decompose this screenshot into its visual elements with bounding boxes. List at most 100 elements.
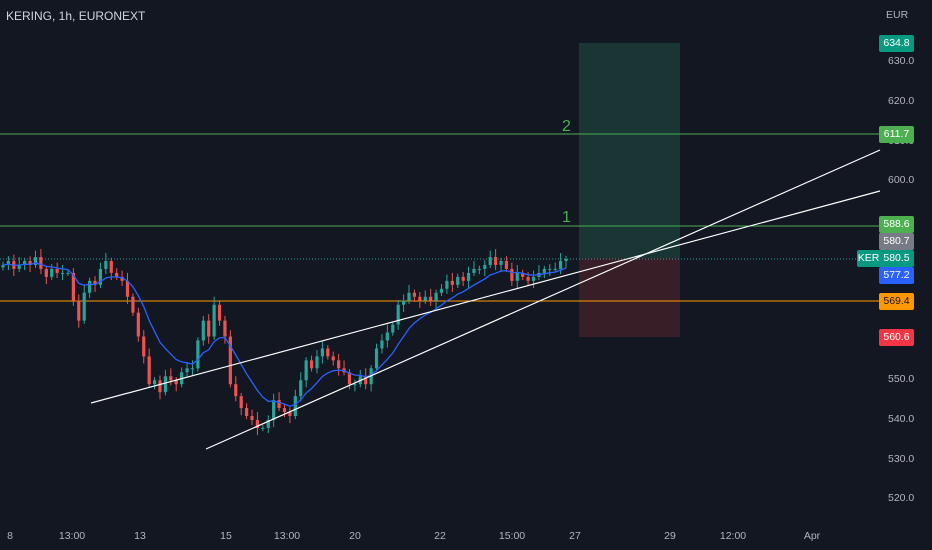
candle-body[interactable] <box>60 272 65 274</box>
candle-body[interactable] <box>77 300 81 321</box>
candle-body[interactable] <box>337 360 341 369</box>
candle-body[interactable] <box>44 268 48 277</box>
candle-body[interactable] <box>320 348 324 357</box>
candle-body[interactable] <box>477 268 481 270</box>
candle-body[interactable] <box>531 276 536 281</box>
candle-body[interactable] <box>494 257 498 265</box>
symbol-title[interactable]: KERING, 1h, EURONEXT <box>6 9 146 23</box>
candle-body[interactable] <box>526 276 530 281</box>
candle-body[interactable] <box>353 384 357 386</box>
candle-body[interactable] <box>212 304 216 337</box>
currency-label[interactable]: EUR <box>886 9 909 21</box>
candle-body[interactable] <box>564 259 568 261</box>
candle-body[interactable] <box>6 260 11 265</box>
candle-body[interactable] <box>185 368 189 373</box>
candle-body[interactable] <box>217 304 222 321</box>
candle-body[interactable] <box>23 260 27 265</box>
candle-body[interactable] <box>125 280 130 297</box>
candle-body[interactable] <box>88 280 92 293</box>
candle-body[interactable] <box>315 356 319 369</box>
candle-body[interactable] <box>558 260 563 269</box>
candle-body[interactable] <box>429 296 433 301</box>
candle-body[interactable] <box>456 276 460 285</box>
candle-body[interactable] <box>109 260 113 273</box>
candle-body[interactable] <box>142 336 146 357</box>
candle-body[interactable] <box>483 264 487 269</box>
candle-body[interactable] <box>174 380 178 385</box>
candle-body[interactable] <box>553 268 557 270</box>
candle-body[interactable] <box>472 268 476 273</box>
candle-body[interactable] <box>1 264 5 268</box>
candle-body[interactable] <box>245 408 249 417</box>
candle-body[interactable] <box>17 264 21 269</box>
candle-body[interactable] <box>326 348 330 357</box>
candle-body[interactable] <box>33 257 38 265</box>
candle-body[interactable] <box>499 260 503 265</box>
candle-body[interactable] <box>93 280 97 285</box>
candle-body[interactable] <box>347 372 352 385</box>
candle-body[interactable] <box>391 324 395 333</box>
candle-body[interactable] <box>196 340 200 369</box>
candle-body[interactable] <box>304 360 308 381</box>
candle-body[interactable] <box>504 260 509 269</box>
candle-body[interactable] <box>401 300 406 305</box>
moving-average-line[interactable] <box>2 262 567 407</box>
candle-body[interactable] <box>71 272 75 301</box>
candle-body[interactable] <box>461 276 465 281</box>
candle-body[interactable] <box>418 296 422 301</box>
candle-body[interactable] <box>201 320 205 341</box>
candle-body[interactable] <box>277 400 281 409</box>
trendline-upper[interactable] <box>90 190 881 404</box>
candle-body[interactable] <box>385 332 389 341</box>
candle-body[interactable] <box>466 272 471 281</box>
candle-body[interactable] <box>364 376 368 385</box>
candle-body[interactable] <box>115 272 119 277</box>
candle-body[interactable] <box>250 416 254 420</box>
trendline-lower[interactable] <box>205 149 881 450</box>
candle-body[interactable] <box>169 376 173 381</box>
candle-body[interactable] <box>542 268 546 273</box>
candle-body[interactable] <box>288 412 292 417</box>
candle-body[interactable] <box>55 268 59 273</box>
candle-body[interactable] <box>239 396 243 409</box>
candle-body[interactable] <box>488 257 492 265</box>
candle-body[interactable] <box>407 292 411 301</box>
candle-body[interactable] <box>228 336 232 385</box>
candle-body[interactable] <box>39 257 43 269</box>
candle-body[interactable] <box>423 296 427 301</box>
candle-body[interactable] <box>439 288 444 293</box>
candle-body[interactable] <box>190 368 195 370</box>
candle-body[interactable] <box>223 320 227 337</box>
candle-body[interactable] <box>234 384 238 397</box>
candle-body[interactable] <box>282 408 287 413</box>
candle-body[interactable] <box>261 427 265 429</box>
candle-body[interactable] <box>104 260 108 269</box>
candle-body[interactable] <box>434 292 438 301</box>
candle-body[interactable] <box>510 268 514 281</box>
candle-body[interactable] <box>331 356 335 361</box>
candle-body[interactable] <box>396 304 400 325</box>
candle-body[interactable] <box>207 320 211 337</box>
candle-body[interactable] <box>445 280 449 289</box>
candle-body[interactable] <box>272 400 276 420</box>
candle-body[interactable] <box>255 419 260 428</box>
loss-zone[interactable] <box>579 258 680 337</box>
candle-body[interactable] <box>98 268 103 285</box>
candle-body[interactable] <box>66 272 70 274</box>
candle-body[interactable] <box>120 276 124 281</box>
candle-body[interactable] <box>299 380 303 397</box>
profit-zone[interactable] <box>579 43 680 258</box>
candle-body[interactable] <box>163 376 168 393</box>
candle-body[interactable] <box>152 380 157 385</box>
candle-body[interactable] <box>309 360 314 369</box>
candle-body[interactable] <box>293 396 297 417</box>
candle-body[interactable] <box>515 272 519 281</box>
candle-body[interactable] <box>450 280 454 285</box>
candle-body[interactable] <box>412 292 417 297</box>
candle-body[interactable] <box>136 312 140 337</box>
candle-body[interactable] <box>521 272 525 277</box>
candle-body[interactable] <box>28 260 32 265</box>
candle-body[interactable] <box>131 296 135 313</box>
candle-body[interactable] <box>50 268 54 277</box>
